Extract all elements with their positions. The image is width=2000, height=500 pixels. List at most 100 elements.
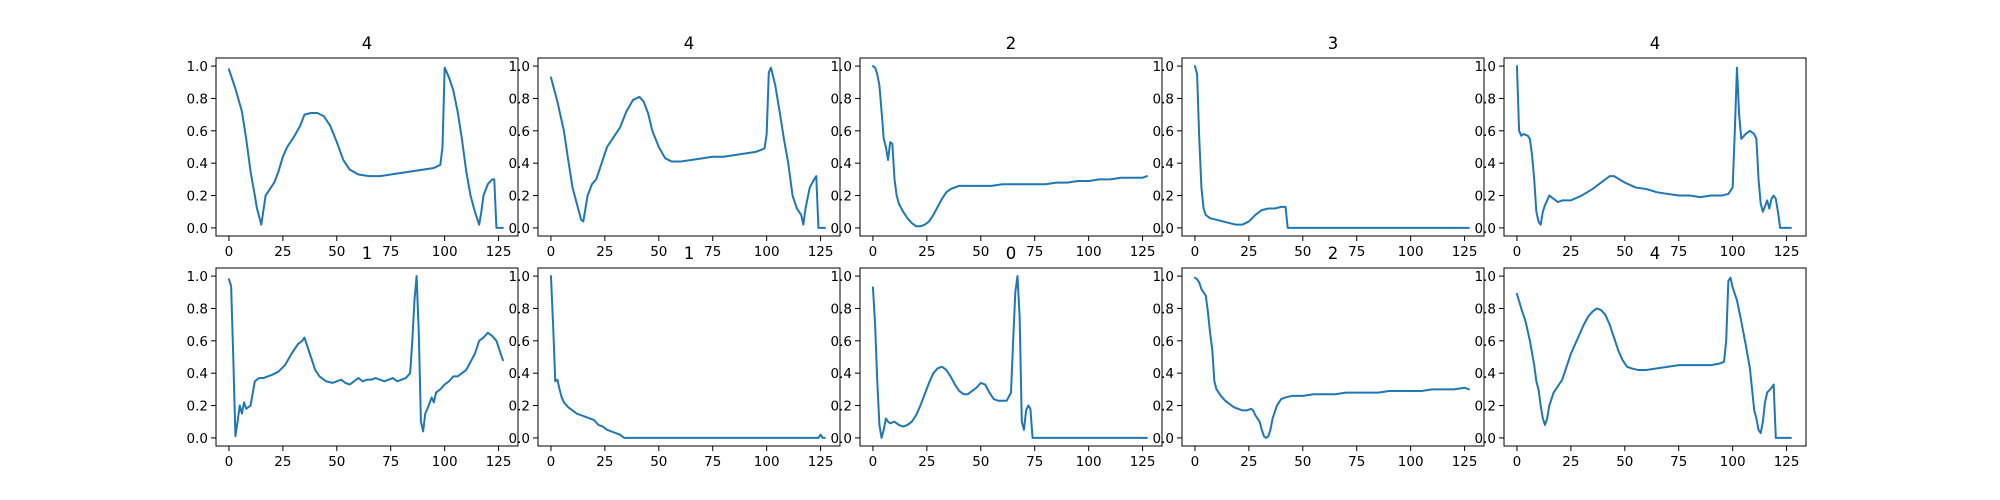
x-tick-label: 100 [1720,454,1746,470]
y-tick-label: 0.8 [1475,301,1496,317]
subplot-5: 4 0 25 50 75 100 125 0.0 0.2 0.4 0.6 0.8 1.0 [1475,34,1807,260]
y-tick-label: 0.2 [187,189,208,205]
y-tick-label: 0.6 [831,124,852,140]
x-tick-label: 75 [704,244,721,260]
x-tick-label: 75 [1670,454,1687,470]
subplot-title: 4 [362,34,373,53]
y-tick-label: 0.6 [187,334,208,350]
y-tick-label: 0.0 [187,431,208,447]
y-tick-label: 0.6 [509,334,530,350]
y-tick-label: 0.2 [831,399,852,415]
series-line-1 [549,66,826,229]
y-tick-label: 0.2 [831,189,852,205]
y-tick-label: 0.4 [1475,156,1496,172]
axes-frame [215,57,519,237]
x-tick-label: 100 [1076,244,1102,260]
y-tick-label: 0.6 [187,124,208,140]
x-tick-label: 0 [1191,244,1200,260]
subplot-9: 2 0 25 50 75 100 125 0.0 0.2 0.4 0.6 0.8 1.0 [1153,244,1485,470]
axes-frame [859,267,1163,447]
x-tick-label: 25 [1240,244,1257,260]
axes-frame [1503,57,1807,237]
x-tick-label: 75 [382,454,399,470]
x-tick-label: 50 [328,454,345,470]
y-tick-label: 1.0 [831,59,852,75]
series-line-1 [1515,276,1792,439]
y-tick-label: 0.4 [509,156,530,172]
y-tick-label: 0.8 [831,91,852,107]
x-tick-label: 25 [274,244,291,260]
x-tick-label: 75 [704,454,721,470]
x-tick-label: 0 [1513,244,1522,260]
y-tick-label: 0.6 [831,334,852,350]
y-tick-label: 0.8 [509,91,530,107]
y-tick-label: 1.0 [187,269,208,285]
x-tick-label: 75 [1348,454,1365,470]
y-tick-label: 0.8 [1475,91,1496,107]
subplot-title: 4 [1650,34,1661,53]
y-tick-label: 0.0 [509,221,530,237]
y-tick-label: 0.8 [831,301,852,317]
subplot-title: 0 [1006,244,1017,263]
y-tick-label: 1.0 [509,269,530,285]
x-tick-label: 25 [918,454,935,470]
x-tick-label: 50 [1294,244,1311,260]
subplot-title: 2 [1328,244,1339,263]
y-tick-label: 0.0 [1475,431,1496,447]
x-tick-label: 50 [972,244,989,260]
x-tick-label: 25 [918,244,935,260]
x-tick-label: 100 [754,454,780,470]
x-tick-label: 125 [1452,244,1478,260]
y-tick-label: 0.0 [1475,221,1496,237]
y-tick-label: 0.4 [1153,156,1174,172]
x-tick-label: 75 [1026,244,1043,260]
y-tick-label: 0.2 [1475,189,1496,205]
subplot-3: 2 0 25 50 75 100 125 0.0 0.2 0.4 0.6 0.8 1.0 [831,34,1163,260]
y-tick-label: 0.0 [509,431,530,447]
y-tick-label: 0.0 [1153,221,1174,237]
y-tick-label: 0.2 [1475,399,1496,415]
x-tick-label: 125 [1774,454,1800,470]
x-tick-label: 50 [1294,454,1311,470]
subplot-title: 2 [1006,34,1017,53]
x-tick-label: 50 [650,244,667,260]
x-tick-label: 25 [1562,244,1579,260]
x-tick-label: 125 [486,244,512,260]
x-tick-label: 75 [1348,244,1365,260]
x-tick-label: 100 [1076,454,1102,470]
y-tick-label: 0.4 [187,366,208,382]
y-tick-label: 0.8 [187,301,208,317]
x-tick-label: 100 [754,244,780,260]
x-tick-label: 50 [1616,244,1633,260]
x-tick-label: 100 [432,454,458,470]
x-tick-label: 125 [808,244,834,260]
series-line-1 [1515,65,1792,229]
x-tick-label: 0 [547,454,556,470]
x-tick-label: 0 [225,244,234,260]
subplot-1: 4 0 25 50 75 100 125 0.0 0.2 0.4 0.6 0.8 1.0 [187,34,519,260]
x-tick-label: 0 [869,454,878,470]
subplot-title: 4 [1650,244,1661,263]
y-tick-label: 0.8 [187,91,208,107]
series-line-1 [871,275,1148,439]
y-tick-label: 0.4 [1153,366,1174,382]
y-tick-label: 0.0 [1153,431,1174,447]
x-tick-label: 50 [328,244,345,260]
x-tick-label: 25 [596,244,613,260]
subplot-title: 1 [362,244,373,263]
series-line-1 [1193,65,1470,229]
x-tick-label: 125 [1130,454,1156,470]
x-tick-label: 0 [547,244,556,260]
x-tick-label: 100 [432,244,458,260]
y-tick-label: 0.6 [509,124,530,140]
y-tick-label: 0.4 [831,156,852,172]
y-tick-label: 0.4 [831,366,852,382]
axes-frame [1181,267,1485,447]
series-line-1 [227,66,504,229]
y-tick-label: 1.0 [1153,59,1174,75]
x-tick-label: 75 [382,244,399,260]
y-tick-label: 0.0 [831,221,852,237]
x-tick-label: 50 [650,454,667,470]
subplot-7: 1 0 25 50 75 100 125 0.0 0.2 0.4 0.6 0.8 1.0 [509,244,841,470]
y-tick-label: 0.8 [1153,301,1174,317]
